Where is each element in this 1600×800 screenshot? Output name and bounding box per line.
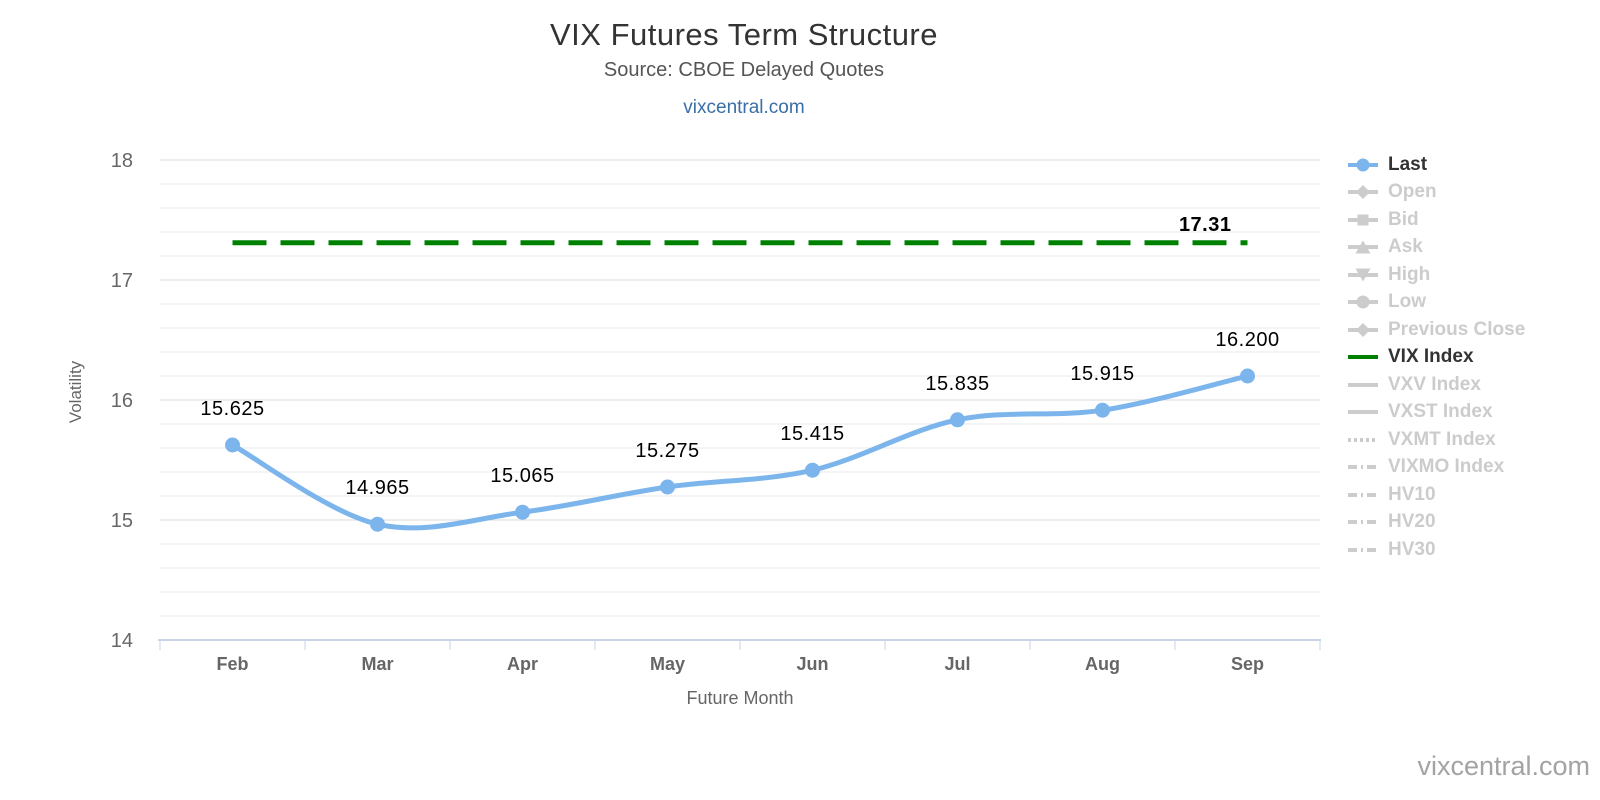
legend-item-vixmo-index[interactable]: VIXMO Index: [1347, 454, 1525, 482]
legend-label: High: [1388, 263, 1431, 285]
x-axis-labels: Feb Mar Apr May Jun Jul Aug Sep: [216, 654, 1264, 674]
legend-item-open[interactable]: Open: [1347, 179, 1525, 207]
chart-title: VIX Futures Term Structure: [550, 17, 938, 52]
chart-subtitle: Source: CBOE Delayed Quotes: [603, 59, 885, 81]
legend-item-vxst-index[interactable]: VXST Index: [1347, 399, 1525, 427]
data-label-mar: 14.965: [345, 477, 409, 499]
svg-text:Jul: Jul: [944, 654, 970, 674]
legend-item-vix-index[interactable]: VIX Index: [1347, 344, 1525, 372]
legend-item-vxv-index[interactable]: VXV Index: [1347, 371, 1525, 399]
svg-text:Jun: Jun: [796, 654, 828, 674]
svg-text:Mar: Mar: [361, 654, 393, 674]
legend-label: HV10: [1388, 483, 1436, 505]
data-label-may: 15.275: [635, 440, 699, 462]
data-point-mar[interactable]: [370, 516, 385, 532]
legend-item-hv10[interactable]: HV10: [1347, 481, 1525, 509]
legend-marker-triangle-down-icon: [1348, 268, 1378, 282]
svg-text:15: 15: [111, 510, 133, 532]
svg-text:16: 16: [111, 390, 133, 412]
svg-text:18: 18: [111, 150, 133, 172]
legend-marker-line-icon: [1348, 465, 1378, 470]
legend-item-hv30[interactable]: HV30: [1347, 536, 1525, 564]
legend-label: Previous Close: [1388, 318, 1526, 340]
legend-label: Open: [1388, 181, 1437, 203]
legend-marker-diamond-icon: [1348, 185, 1378, 200]
legend-marker-line-icon: [1348, 520, 1378, 525]
x-axis-title: Future Month: [686, 688, 794, 708]
legend-item-vxmt-index[interactable]: VXMT Index: [1347, 426, 1525, 454]
legend-label: Low: [1388, 291, 1426, 313]
y-axis-labels: 14 15 16 17 18: [111, 150, 133, 652]
data-point-apr[interactable]: [515, 504, 530, 520]
series-vix-index: 17.31: [232, 214, 1248, 246]
data-label-feb: 15.625: [200, 398, 264, 420]
data-point-jun[interactable]: [805, 462, 820, 478]
legend-item-low[interactable]: Low: [1347, 289, 1525, 317]
legend-label: VXST Index: [1388, 401, 1493, 423]
data-point-jul[interactable]: [950, 412, 965, 428]
data-point-feb[interactable]: [225, 437, 240, 453]
legend-item-previous-close[interactable]: Previous Close: [1347, 316, 1525, 344]
legend-label: VIXMO Index: [1388, 456, 1505, 478]
legend-item-bid[interactable]: Bid: [1347, 206, 1525, 234]
svg-text:Aug: Aug: [1085, 654, 1120, 674]
legend-marker-diamond-icon: [1348, 322, 1378, 337]
legend-label: Bid: [1388, 208, 1419, 230]
legend: Last Open Bid Ask High Low Previous Close VIX I…: [1347, 151, 1525, 564]
legend-item-last[interactable]: Last: [1347, 151, 1525, 179]
legend-marker-line-icon: [1348, 382, 1378, 387]
gridlines-major: [160, 159, 1320, 521]
svg-text:May: May: [650, 654, 685, 674]
data-label-apr: 15.065: [490, 465, 554, 487]
gridlines-minor: [160, 183, 1320, 617]
legend-marker-line-icon: [1348, 355, 1378, 360]
svg-text:17.31: 17.31: [1179, 214, 1232, 236]
legend-label: HV20: [1388, 511, 1436, 533]
watermark-credit[interactable]: vixcentral.com: [1417, 751, 1590, 781]
data-point-may[interactable]: [660, 479, 675, 495]
legend-marker-square-icon: [1348, 214, 1378, 226]
legend-marker-line-icon: [1348, 410, 1378, 415]
legend-marker-circle-icon: [1348, 295, 1378, 309]
legend-marker-line-icon: [1348, 492, 1378, 497]
legend-item-ask[interactable]: Ask: [1347, 234, 1525, 262]
legend-label: VXMT Index: [1388, 428, 1496, 450]
legend-marker-triangle-up-icon: [1348, 240, 1378, 254]
svg-text:14: 14: [111, 630, 133, 652]
legend-label: VIX Index: [1388, 346, 1474, 368]
legend-marker-line-icon: [1348, 437, 1378, 442]
legend-item-high[interactable]: High: [1347, 261, 1525, 289]
x-axis: [158, 639, 1321, 650]
data-label-jun: 15.415: [780, 423, 844, 445]
svg-text:Feb: Feb: [216, 654, 248, 674]
legend-label: Ask: [1388, 236, 1423, 258]
data-label-sep: 16.200: [1215, 329, 1279, 351]
data-label-aug: 15.915: [1070, 363, 1134, 385]
data-point-aug[interactable]: [1095, 402, 1110, 418]
series-last: 15.625 14.965 15.065 15.275 15.415 15.835 15.9…: [200, 329, 1279, 532]
legend-item-hv20[interactable]: HV20: [1347, 509, 1525, 537]
svg-text:Sep: Sep: [1231, 654, 1264, 674]
legend-label: Last: [1388, 153, 1428, 175]
data-point-sep[interactable]: [1240, 368, 1255, 384]
svg-text:Apr: Apr: [507, 654, 538, 674]
legend-marker-line-icon: [1348, 547, 1378, 552]
vixcentral-link[interactable]: vixcentral.com: [683, 97, 805, 118]
legend-marker-circle-icon: [1348, 158, 1378, 172]
data-label-jul: 15.835: [925, 373, 989, 395]
legend-label: VXV Index: [1388, 373, 1481, 395]
legend-label: HV30: [1388, 538, 1436, 560]
svg-text:17: 17: [111, 270, 133, 292]
